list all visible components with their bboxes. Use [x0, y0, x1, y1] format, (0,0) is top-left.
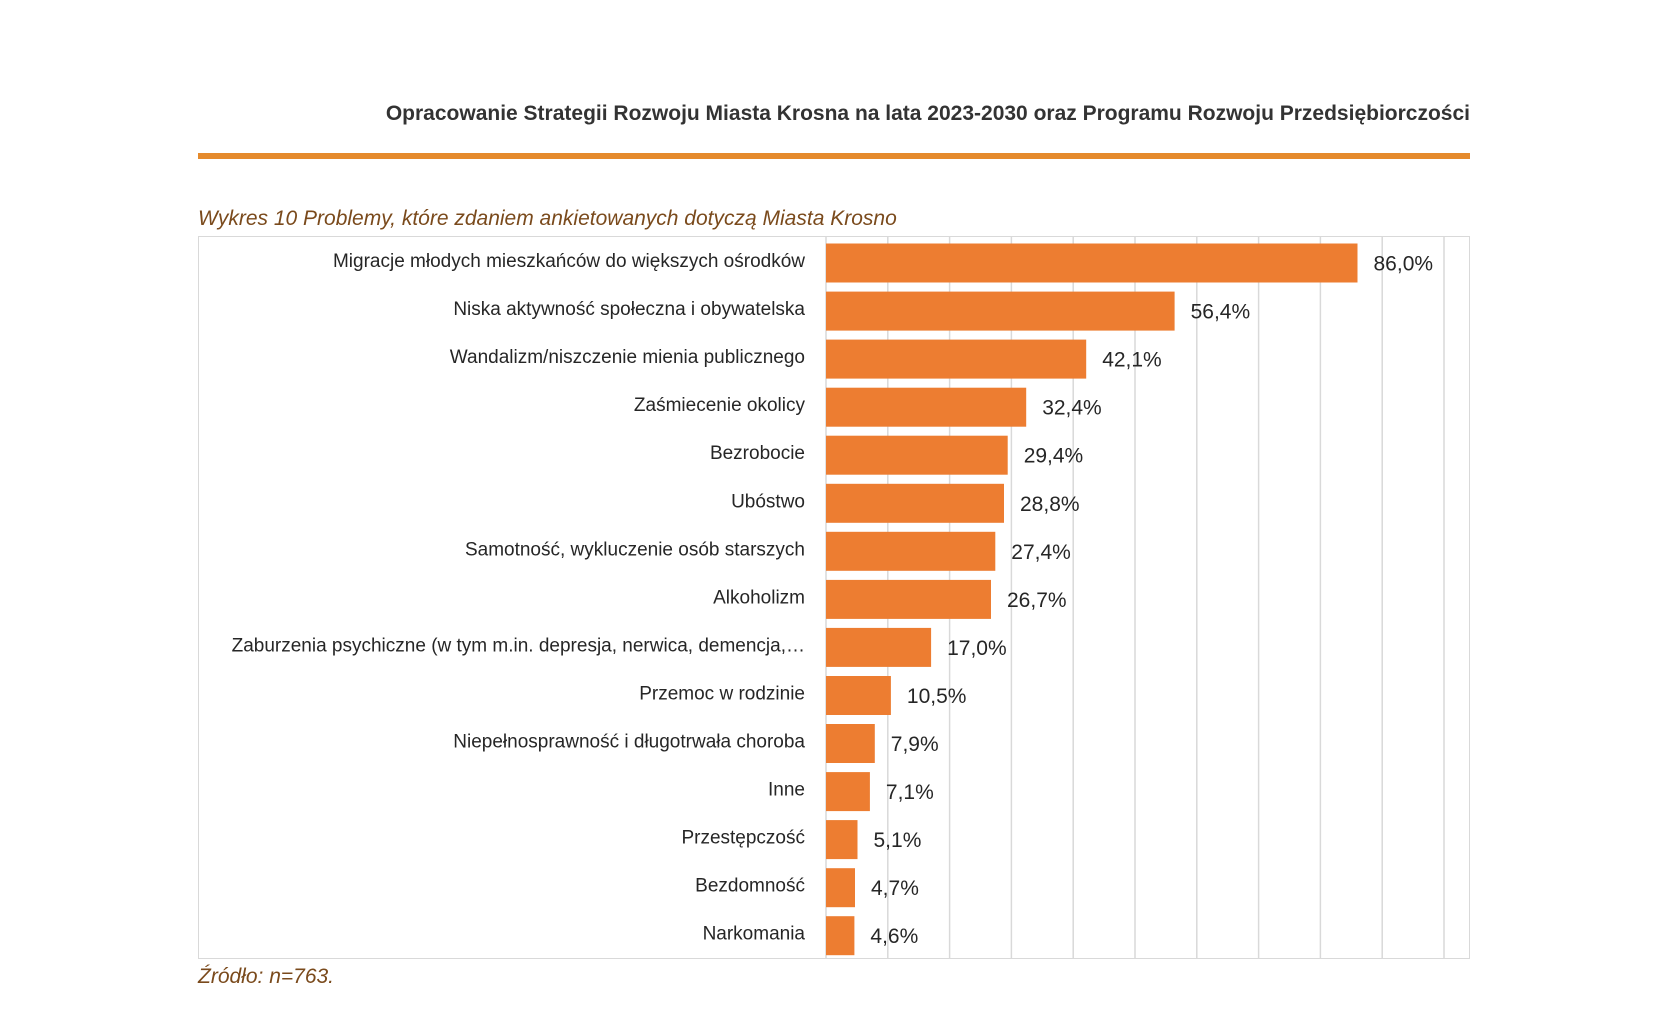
bar [826, 676, 891, 715]
value-label: 10,5% [907, 685, 967, 708]
category-label: Migracje młodych mieszkańców do większyc… [333, 251, 805, 272]
document-header-title: Opracowanie Strategii Rozwoju Miasta Kro… [385, 102, 1470, 125]
category-label: Wandalizm/niszczenie mienia publicznego [450, 347, 805, 368]
value-label: 7,9% [891, 733, 939, 756]
bar [826, 435, 1008, 475]
bar [826, 916, 855, 956]
value-label: 32,4% [1042, 397, 1102, 420]
category-label: Zaśmiecenie okolicy [634, 395, 806, 416]
category-label: Bezrobocie [710, 443, 805, 464]
bar [826, 868, 855, 908]
value-label: 42,1% [1102, 349, 1162, 372]
bar [826, 387, 1027, 427]
value-label: 4,7% [871, 877, 919, 900]
value-label: 7,1% [886, 781, 934, 804]
category-label: Narkomania [703, 924, 806, 945]
value-label: 4,6% [870, 925, 918, 948]
chart-area: Migracje młodych mieszkańców do większyc… [198, 236, 1470, 959]
category-label: Inne [768, 780, 805, 801]
bar [826, 820, 858, 860]
value-labels: 86,0% 56,4% 42,1% 32,4% 29,4% 28,8% 27,4% 26,7%… [870, 253, 1433, 949]
category-label: Alkoholizm [713, 587, 805, 608]
bar [826, 531, 996, 571]
value-label: 26,7% [1007, 589, 1067, 612]
bar [826, 291, 1175, 331]
bar [826, 724, 875, 763]
value-label: 17,0% [947, 637, 1007, 660]
header-divider [198, 153, 1470, 159]
bar [826, 243, 1358, 283]
category-label: Przemoc w rodzinie [639, 684, 805, 705]
category-label: Zaburzenia psychiczne (w tym m.in. depre… [232, 635, 805, 656]
bar [826, 627, 932, 667]
category-label: Ubóstwo [731, 491, 805, 512]
bar-chart: Migracje młodych mieszkańców do większyc… [232, 237, 1445, 958]
bar [826, 483, 1004, 523]
value-label: 28,8% [1020, 493, 1080, 516]
bar [826, 772, 870, 812]
bar [826, 339, 1087, 379]
category-label: Przestępczość [681, 828, 805, 849]
value-label: 86,0% [1374, 253, 1434, 276]
value-label: 5,1% [874, 829, 922, 852]
category-label: Samotność, wykluczenie osób starszych [465, 539, 805, 560]
chart-caption: Wykres 10 Problemy, które zdaniem ankiet… [198, 207, 897, 230]
value-label: 56,4% [1191, 301, 1251, 324]
category-label: Bezdomność [695, 876, 805, 897]
category-label: Niepełnosprawność i długotrwała choroba [453, 732, 805, 753]
bars [826, 243, 1358, 956]
bar [826, 579, 991, 619]
category-label: Niska aktywność społeczna i obywatelska [453, 299, 805, 320]
source-note: Źródło: n=763. [198, 965, 335, 988]
value-label: 27,4% [1011, 541, 1071, 564]
value-label: 29,4% [1024, 445, 1084, 468]
category-labels: Migracje młodych mieszkańców do większyc… [232, 251, 806, 945]
